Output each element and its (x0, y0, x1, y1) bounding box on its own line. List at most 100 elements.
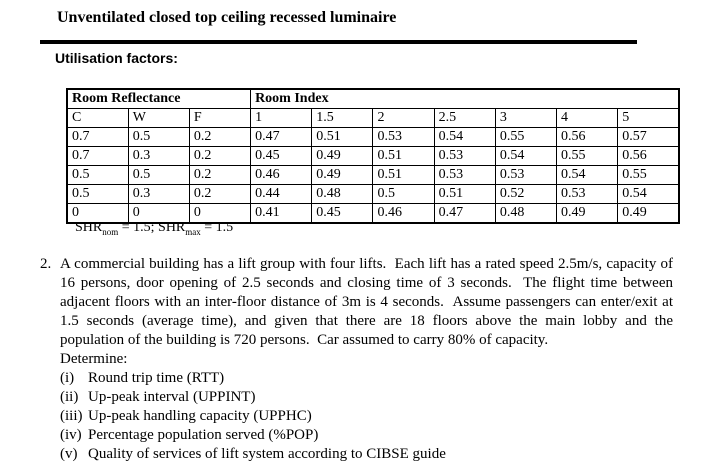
table-cell: 0.3 (127, 184, 190, 204)
list-item-marker: (i) (60, 370, 75, 386)
table-cell: 0.49 (311, 146, 374, 166)
list-item: (v) Quality of services of lift system ac… (60, 445, 674, 464)
table-cell: 0.2 (188, 165, 252, 185)
table-cell: 0.51 (372, 165, 435, 185)
list-item: (iii) Up-peak handling capacity (UPPHC) (60, 407, 674, 426)
list-item: (i) Round trip time (RTT) (60, 369, 674, 388)
table-cell: 0.46 (372, 203, 435, 224)
table-cell: 0.2 (188, 146, 252, 166)
table-cell: 0.5 (66, 165, 129, 185)
table-row: 0 0 0 0.41 0.45 0.46 0.47 0.48 0.49 0.49 (66, 203, 680, 224)
page-title: Unventilated closed top ceiling recessed… (57, 9, 397, 26)
table-cell: 0.44 (250, 184, 313, 204)
shr-subscript-max: max (185, 226, 201, 237)
table-cell: 0.46 (250, 165, 313, 185)
table-column-header: 2 (372, 108, 435, 128)
table-cell: 0.48 (311, 184, 374, 204)
list-item-text: Up-peak interval (UPPINT) (88, 389, 256, 405)
table-cell: 0.53 (494, 165, 558, 185)
table-cell: 0.7 (66, 127, 129, 147)
table-cell: 0 (127, 203, 190, 224)
table-column-header: C (66, 108, 129, 128)
list-item-text: Quality of services of lift system accor… (88, 446, 446, 462)
table-row: 0.7 0.5 0.2 0.47 0.51 0.53 0.54 0.55 0.56 0.57 (66, 127, 680, 147)
table-cell: 0.7 (66, 146, 129, 166)
table-cell: 0.52 (494, 184, 558, 204)
table-column-header: 5 (617, 108, 680, 128)
list-item-text: Up-peak handling capacity (UPPHC) (88, 408, 312, 424)
table-cell: 0.2 (188, 127, 252, 147)
list-item-text: Percentage population served (%POP) (88, 427, 319, 443)
table-cell: 0.55 (617, 165, 680, 185)
table-group-header: Room Reflectance (66, 88, 252, 109)
table-cell: 0.57 (617, 127, 680, 147)
utilisation-factors-table: Room Reflectance Room Index C W F 1 1.5 2 2.5 3 4 5… (66, 88, 680, 224)
shr-subscript-nom: nom (102, 226, 119, 237)
table-cell: 0.53 (433, 146, 496, 166)
table-cell: 0.51 (311, 127, 374, 147)
table-cell: 0.2 (188, 184, 252, 204)
list-item-text: Round trip time (RTT) (88, 370, 225, 386)
table-column-header: 4 (555, 108, 619, 128)
table-column-header: 3 (494, 108, 558, 128)
table-cell: 0.56 (555, 127, 619, 147)
table-row: 0.7 0.3 0.2 0.45 0.49 0.51 0.53 0.54 0.55 0.56 (66, 146, 680, 166)
table-row: 0.5 0.5 0.2 0.46 0.49 0.51 0.53 0.53 0.54 0.55 (66, 165, 680, 185)
table-cell: 0.49 (617, 203, 680, 224)
table-head: Room Reflectance Room Index C W F 1 1.5 2 2.5 3 4 5 (66, 88, 680, 128)
table-cell: 0.47 (250, 127, 313, 147)
table-cell: 0.54 (617, 184, 680, 204)
table-column-header: 1 (250, 108, 313, 128)
table-column-header: 2.5 (433, 108, 496, 128)
table-cell: 0.5 (372, 184, 435, 204)
question-number: 2. (40, 256, 52, 272)
table-cell: 0.41 (250, 203, 313, 224)
table-cell: 0.45 (311, 203, 374, 224)
question-body: A commercial building has a lift group w… (60, 256, 677, 348)
table-cell: 0.51 (433, 184, 496, 204)
determine-label: Determine: (60, 351, 128, 367)
table-cell: 0.5 (127, 127, 190, 147)
table-column-header: F (188, 108, 252, 128)
shr-value-2: = 1.5 (200, 220, 234, 235)
determine-list: (i) Round trip time (RTT) (ii) Up-peak inte… (60, 369, 674, 464)
table-cell: 0.55 (494, 127, 558, 147)
shr-term: SHR (75, 220, 103, 235)
list-item-marker: (v) (60, 446, 78, 462)
shr-note: SHRnom = 1.5; SHRmax = 1.5 (75, 220, 233, 237)
table-cell: 0.54 (555, 165, 619, 185)
table-cell: 0.54 (494, 146, 558, 166)
horizontal-rule (40, 40, 637, 44)
table-cell: 0 (188, 203, 252, 224)
table-group-header: Room Index (250, 88, 680, 109)
list-item: (iv) Percentage population served (%POP) (60, 426, 674, 445)
table-cell: 0.53 (555, 184, 619, 204)
shr-value: = 1.5; SHR (118, 220, 186, 235)
table-body: 0.7 0.5 0.2 0.47 0.51 0.53 0.54 0.55 0.56 0.57 0.7… (66, 127, 680, 224)
list-item: (ii) Up-peak interval (UPPINT) (60, 388, 674, 407)
section-label: Utilisation factors: (55, 50, 178, 66)
table-cell: 0.3 (127, 146, 190, 166)
table-cell: 0.5 (127, 165, 190, 185)
table-cell: 0.5 (66, 184, 129, 204)
table-cell: 0.48 (494, 203, 558, 224)
list-item-marker: (iv) (60, 427, 82, 443)
list-item-marker: (ii) (60, 389, 79, 405)
table-cell: 0.53 (372, 127, 435, 147)
list-item-marker: (iii) (60, 408, 83, 424)
table-cell: 0.53 (433, 165, 496, 185)
table-cell: 0 (66, 203, 129, 224)
table-row: 0.5 0.3 0.2 0.44 0.48 0.5 0.51 0.52 0.53 0.54 (66, 184, 680, 204)
table-cell: 0.47 (433, 203, 496, 224)
table-cell: 0.51 (372, 146, 435, 166)
table-cell: 0.49 (311, 165, 374, 185)
table-cell: 0.54 (433, 127, 496, 147)
table-cell: 0.55 (555, 146, 619, 166)
table-cell: 0.45 (250, 146, 313, 166)
table-cell: 0.49 (555, 203, 619, 224)
table-column-header: W (127, 108, 190, 128)
table-column-header: 1.5 (311, 108, 374, 128)
question-block: 2. A commercial building has a lift grou… (40, 255, 674, 464)
table-cell: 0.56 (617, 146, 680, 166)
